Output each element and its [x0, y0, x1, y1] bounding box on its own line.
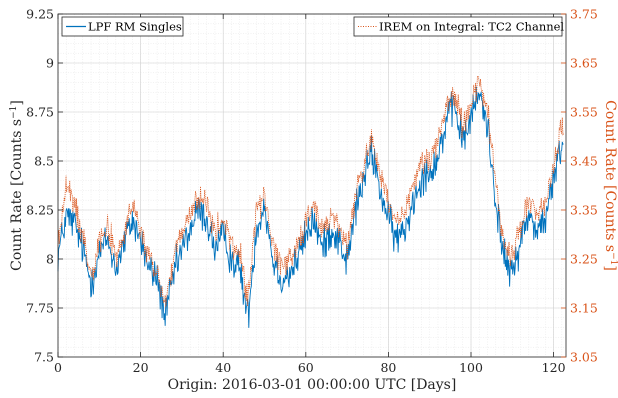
x-tick-label: 0	[54, 360, 62, 375]
series-line-lpf-rm-singles	[57, 86, 564, 328]
minor-grid	[57, 13, 566, 358]
y-left-tick-label: 9.25	[26, 7, 54, 22]
y-right-tick-label: 3.65	[570, 56, 598, 71]
series-layer	[57, 75, 564, 328]
y-right-tick-label: 3.25	[570, 252, 598, 267]
y-right-tick-label: 3.35	[570, 203, 598, 218]
plot-frame	[57, 13, 567, 358]
legend-left: LPF RM Singles	[61, 16, 184, 37]
y-axis-label-right-close: ]	[602, 265, 618, 270]
y-left-tick-label: 8.25	[26, 203, 54, 218]
major-grid	[57, 13, 566, 358]
y-axis-label-left-exponent: −1	[9, 106, 19, 119]
x-tick-label: 60	[298, 360, 314, 375]
y-right-tick-label: 3.45	[570, 154, 598, 169]
y-right-tick-label: 3.05	[570, 350, 598, 365]
y-axis-label-left-close: ]	[9, 100, 25, 105]
series-line-irem-tc2	[57, 75, 564, 308]
y-axis-label-right-text: Count Rate [Counts s	[602, 100, 618, 252]
x-tick-label: 80	[380, 360, 396, 375]
legend-left-label: LPF RM Singles	[88, 20, 182, 34]
y-left-tick-label: 8.5	[34, 154, 54, 169]
tick-layer: 0 20 40 60 80 100 120 7.5 7.75 8 8.25 8.5 8.75 9 9.25 3…	[26, 7, 598, 376]
y-left-tick-label: 8	[46, 252, 54, 267]
x-axis-label: Origin: 2016-03-01 00:00:00 UTC [Days]	[168, 377, 457, 393]
y-right-tick-label: 3.15	[570, 301, 598, 316]
y-right-tick-label: 3.55	[570, 105, 598, 120]
legend-right-box	[353, 16, 563, 37]
y-axis-label-right: Count Rate [Counts s−1]	[602, 100, 618, 271]
y-axis-label-left-text: Count Rate [Counts s	[9, 119, 25, 271]
x-tick-label: 100	[459, 360, 483, 375]
x-tick-label: 20	[133, 360, 149, 375]
legend-right-label: IREM on Integral: TC2 Channel	[379, 20, 564, 34]
y-right-tick-label: 3.75	[570, 7, 598, 22]
x-tick-label: 40	[215, 360, 231, 375]
y-left-tick-label: 8.75	[26, 105, 54, 120]
y-left-tick-label: 7.75	[26, 301, 54, 316]
y-axis-label-right-exponent: −1	[608, 252, 618, 265]
legend-left-box	[61, 16, 184, 37]
legend-right: IREM on Integral: TC2 Channel	[353, 16, 564, 37]
y-axis-label-left: Count Rate [Counts s−1]	[9, 100, 25, 271]
y-left-tick-label: 9	[46, 56, 54, 71]
x-tick-label: 120	[542, 360, 566, 375]
y-left-tick-label: 7.5	[34, 350, 54, 365]
